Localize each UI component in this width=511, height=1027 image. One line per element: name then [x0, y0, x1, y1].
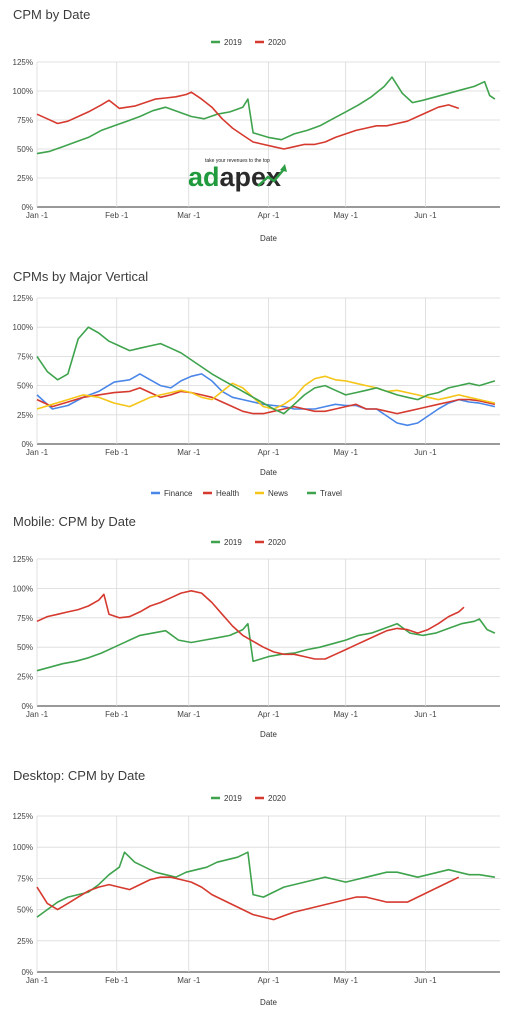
y-tick-label: 50% — [17, 145, 33, 154]
y-tick-label: 125% — [13, 555, 33, 564]
x-tick-label: Mar -1 — [177, 976, 201, 985]
legend-label: Finance — [164, 489, 193, 498]
series-line-news — [36, 375, 496, 410]
legend-label: 2019 — [224, 794, 242, 803]
series-line-2019 — [36, 618, 496, 672]
x-tick-label: Mar -1 — [177, 448, 201, 457]
arrow-head-icon — [280, 164, 287, 172]
y-tick-label: 100% — [13, 87, 33, 96]
x-tick-label: Jun -1 — [414, 710, 437, 719]
y-tick-label: 50% — [17, 382, 33, 391]
y-tick-label: 125% — [13, 812, 33, 821]
legend-label: 2020 — [268, 538, 286, 547]
legend-label: 2019 — [224, 38, 242, 47]
chart-title: Desktop: CPM by Date — [13, 768, 146, 783]
x-axis-label: Date — [260, 730, 277, 739]
y-tick-label: 25% — [17, 937, 33, 946]
chart-desktop-cpm-by-date: 0% 25% 50% 75% 100% 125% Jan -1 Feb -1 Mar -1 Apr… — [13, 794, 500, 1007]
y-tick-label: 100% — [13, 843, 33, 852]
series-line-2019 — [36, 76, 496, 155]
logo-tagline: take your revenues to the top — [205, 158, 270, 164]
rising-arrow-icon — [257, 167, 286, 187]
x-tick-label: Feb -1 — [105, 710, 129, 719]
y-tick-label: 0% — [21, 440, 33, 449]
x-tick-label: May -1 — [333, 448, 358, 457]
x-tick-label: Feb -1 — [105, 211, 129, 220]
y-tick-label: 75% — [17, 116, 33, 125]
x-tick-label: Jun -1 — [414, 976, 437, 985]
series-line-2019 — [36, 851, 496, 918]
x-tick-label: Apr -1 — [258, 976, 280, 985]
legend-label: 2020 — [268, 794, 286, 803]
y-tick-label: 100% — [13, 323, 33, 332]
y-tick-label: 25% — [17, 411, 33, 420]
series-line-2020 — [36, 91, 460, 150]
x-tick-label: Apr -1 — [258, 211, 280, 220]
x-tick-label: Jan -1 — [26, 976, 49, 985]
series-line-2020 — [36, 876, 460, 921]
x-tick-label: Feb -1 — [105, 448, 129, 457]
chart-cpms-by-major-vertical: 0% 25% 50% 75% 100% 125% Jan -1 Feb -1 Mar -1 Apr… — [13, 294, 500, 498]
chart-title: CPMs by Major Vertical — [13, 269, 149, 284]
x-tick-label: Jan -1 — [26, 710, 49, 719]
y-tick-label: 25% — [17, 174, 33, 183]
y-tick-label: 75% — [17, 874, 33, 883]
y-tick-label: 0% — [21, 968, 33, 977]
chart-panel-desktop-cpm-by-date: Desktop: CPM by Date 0% 25% 50% 75% 100% 125%… — [0, 764, 511, 1022]
y-tick-label: 25% — [17, 673, 33, 682]
x-tick-label: May -1 — [333, 211, 358, 220]
x-tick-label: May -1 — [333, 976, 358, 985]
x-tick-label: Jan -1 — [26, 448, 49, 457]
y-tick-label: 75% — [17, 614, 33, 623]
y-tick-label: 100% — [13, 584, 33, 593]
chart-mobile-cpm-by-date: 0% 25% 50% 75% 100% 125% Jan -1 Feb -1 Mar -1 Apr… — [13, 538, 500, 739]
series-line-health — [36, 387, 496, 415]
chart-panel-cpms-by-major-vertical: CPMs by Major Vertical 0% 25% 50% 75% 100% 12… — [0, 262, 511, 508]
x-axis-label: Date — [260, 468, 277, 477]
x-tick-label: Apr -1 — [258, 448, 280, 457]
chart-title: Mobile: CPM by Date — [13, 514, 136, 529]
logo-wordmark: adapex — [188, 162, 281, 192]
y-tick-label: 0% — [21, 702, 33, 711]
legend-label: News — [268, 489, 288, 498]
x-tick-label: Jun -1 — [414, 448, 437, 457]
x-tick-label: Mar -1 — [177, 710, 201, 719]
x-tick-label: Feb -1 — [105, 976, 129, 985]
x-tick-label: Jun -1 — [414, 211, 437, 220]
y-tick-label: 50% — [17, 906, 33, 915]
chart-panel-mobile-cpm-by-date: Mobile: CPM by Date 0% 25% 50% 75% 100% 125% J… — [0, 510, 511, 760]
chart-panel-cpm-by-date: CPM by Date 0% 25% 50% 75% 100% 125% Jan -1 Feb… — [0, 0, 511, 250]
legend-label: Health — [216, 489, 239, 498]
x-tick-label: Jan -1 — [26, 211, 49, 220]
x-tick-label: May -1 — [333, 710, 358, 719]
y-tick-label: 75% — [17, 352, 33, 361]
chart-title: CPM by Date — [13, 7, 91, 22]
chart-cpm-by-date: 0% 25% 50% 75% 100% 125% Jan -1 Feb -1 Mar -1 Apr… — [13, 38, 500, 243]
x-axis-label: Date — [260, 998, 277, 1007]
legend-label: Travel — [320, 489, 342, 498]
x-tick-label: Apr -1 — [258, 710, 280, 719]
series-line-travel — [36, 326, 496, 415]
y-tick-label: 125% — [13, 58, 33, 67]
y-tick-label: 125% — [13, 294, 33, 303]
series-line-2020 — [36, 590, 465, 660]
legend-label: 2019 — [224, 538, 242, 547]
legend-label: 2020 — [268, 38, 286, 47]
x-axis-label: Date — [260, 234, 277, 243]
y-tick-label: 50% — [17, 643, 33, 652]
x-tick-label: Mar -1 — [177, 211, 201, 220]
y-tick-label: 0% — [21, 203, 33, 212]
